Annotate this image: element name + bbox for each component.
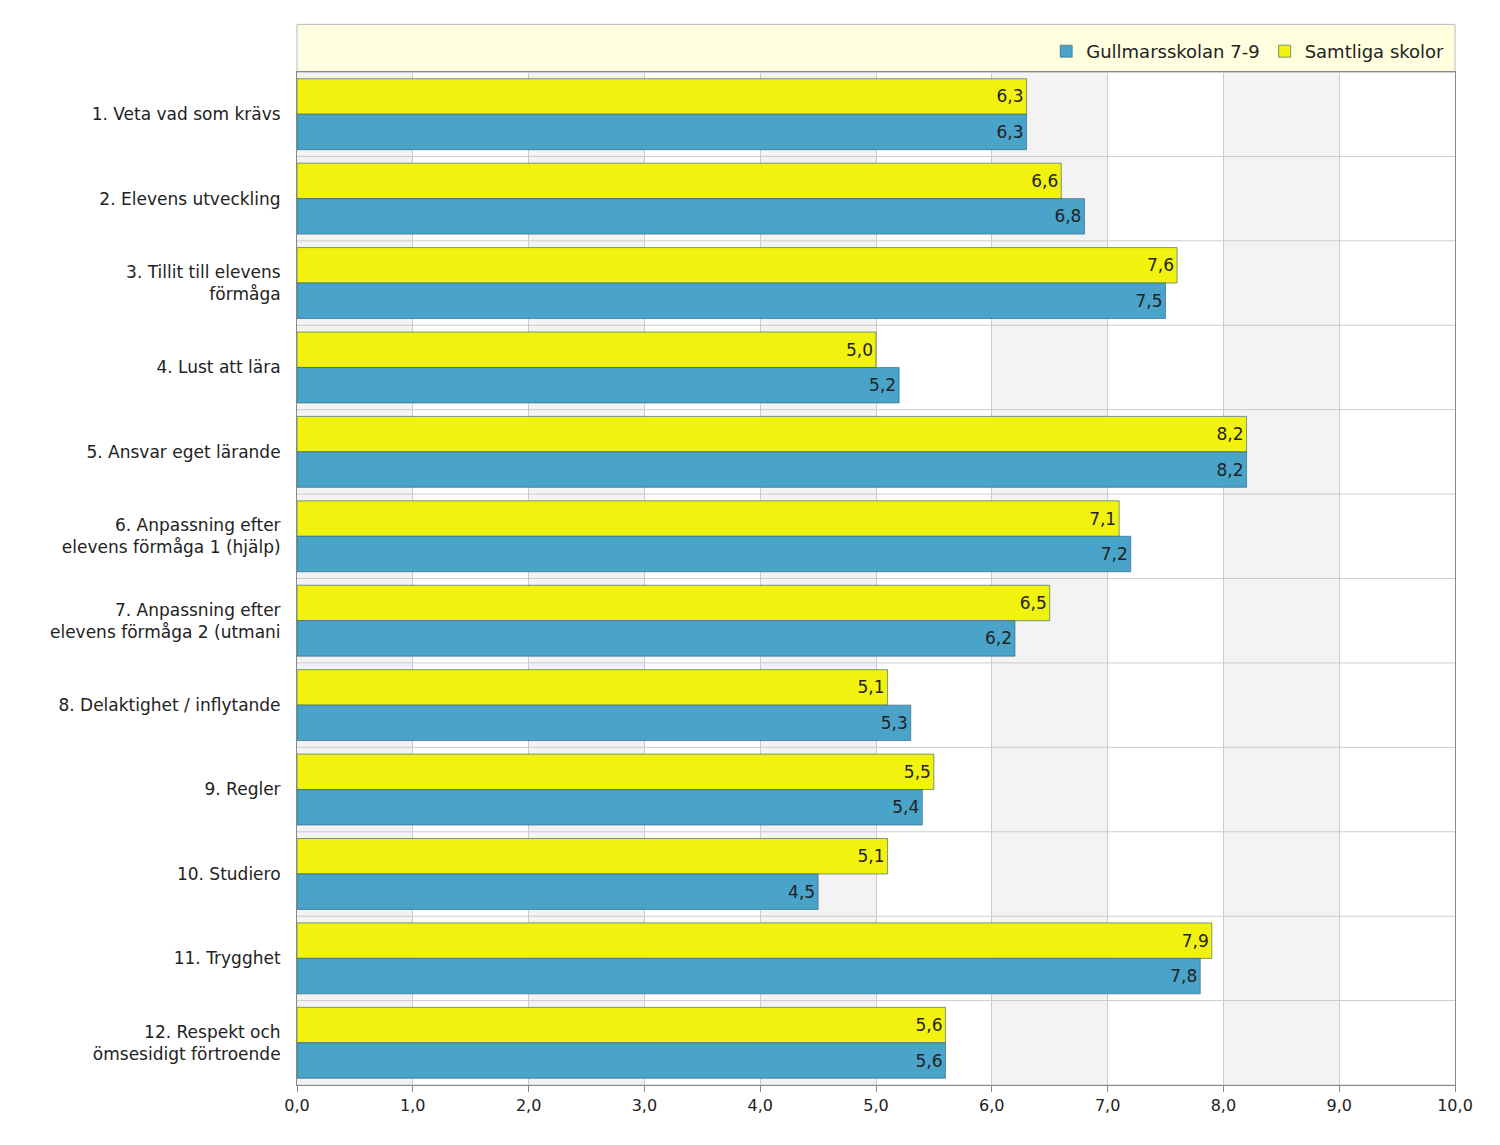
svg-text:7,2: 7,2	[1101, 544, 1128, 564]
svg-text:6,3: 6,3	[996, 86, 1023, 106]
svg-text:5,2: 5,2	[869, 375, 896, 395]
svg-text:5,0: 5,0	[863, 1096, 888, 1115]
svg-text:7,5: 7,5	[1135, 291, 1162, 311]
svg-text:Gullmarsskolan 7-9: Gullmarsskolan 7-9	[1086, 41, 1259, 62]
svg-text:12. Respekt ochömsesidigt fört: 12. Respekt ochömsesidigt förtroende	[93, 1022, 281, 1064]
svg-text:6,6: 6,6	[1031, 171, 1058, 191]
svg-text:8. Delaktighet / inflytande: 8. Delaktighet / inflytande	[58, 695, 280, 715]
svg-text:7,6: 7,6	[1147, 255, 1174, 275]
svg-text:Samtliga skolor: Samtliga skolor	[1305, 41, 1444, 62]
svg-text:5,6: 5,6	[915, 1015, 942, 1035]
svg-text:9. Regler: 9. Regler	[205, 779, 281, 799]
svg-text:5,4: 5,4	[892, 797, 919, 817]
svg-text:6,8: 6,8	[1054, 206, 1081, 226]
svg-text:5,0: 5,0	[846, 340, 873, 360]
svg-text:5,5: 5,5	[904, 762, 931, 782]
svg-text:5,1: 5,1	[858, 677, 885, 697]
svg-text:3. Tillit till elevensförmåga: 3. Tillit till elevensförmåga	[126, 262, 281, 304]
svg-text:9,0: 9,0	[1326, 1096, 1351, 1115]
svg-text:0,0: 0,0	[284, 1096, 309, 1115]
svg-text:4. Lust att lära: 4. Lust att lära	[156, 357, 280, 377]
svg-text:8,2: 8,2	[1217, 460, 1244, 480]
svg-text:3,0: 3,0	[632, 1096, 657, 1115]
svg-text:1. Veta vad som krävs: 1. Veta vad som krävs	[92, 104, 281, 124]
svg-text:7,9: 7,9	[1182, 931, 1209, 951]
svg-text:7,1: 7,1	[1089, 509, 1116, 529]
svg-text:6,0: 6,0	[979, 1096, 1004, 1115]
svg-text:1,0: 1,0	[400, 1096, 425, 1115]
svg-text:7. Anpassning efterelevens för: 7. Anpassning efterelevens förmåga 2 (ut…	[50, 600, 281, 642]
svg-text:5,1: 5,1	[858, 846, 885, 866]
svg-text:11. Trygghet: 11. Trygghet	[174, 948, 281, 968]
svg-text:7,0: 7,0	[1095, 1096, 1120, 1115]
svg-text:10,0: 10,0	[1437, 1096, 1473, 1115]
svg-text:5. Ansvar eget lärande: 5. Ansvar eget lärande	[86, 442, 280, 462]
svg-text:8,2: 8,2	[1217, 424, 1244, 444]
svg-text:6,3: 6,3	[996, 122, 1023, 142]
svg-text:2. Elevens utveckling: 2. Elevens utveckling	[99, 189, 280, 209]
svg-text:5,3: 5,3	[881, 713, 908, 733]
svg-text:2,0: 2,0	[516, 1096, 541, 1115]
svg-text:6,2: 6,2	[985, 628, 1012, 648]
svg-text:7,8: 7,8	[1170, 966, 1197, 986]
svg-text:4,5: 4,5	[788, 882, 815, 902]
svg-text:5,6: 5,6	[915, 1051, 942, 1071]
svg-text:10. Studiero: 10. Studiero	[177, 864, 281, 884]
svg-text:6. Anpassning efterelevens för: 6. Anpassning efterelevens förmåga 1 (hj…	[62, 515, 281, 557]
svg-text:8,0: 8,0	[1211, 1096, 1236, 1115]
svg-text:6,5: 6,5	[1020, 593, 1047, 613]
svg-text:4,0: 4,0	[747, 1096, 772, 1115]
